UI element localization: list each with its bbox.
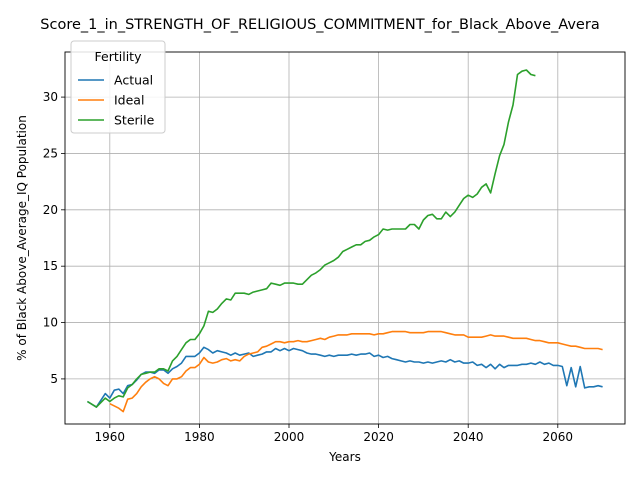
series-line-actual	[86, 346, 603, 408]
legend-frame	[70, 40, 166, 134]
x-axis: 1960 1980 2000 2020 2040 2060	[95, 424, 574, 444]
y-axis: 5 10 15 20 25 30	[43, 90, 65, 386]
y-tick-label: 10	[43, 316, 58, 330]
y-axis-label: % of Black Above_Average_IQ Population	[15, 115, 29, 361]
legend-title: Fertility	[95, 49, 143, 64]
y-tick-label: 30	[43, 90, 58, 104]
grid	[65, 52, 625, 424]
x-tick-label: 2060	[543, 430, 574, 444]
chart-title: Score_1_in_STRENGTH_OF_RELIGIOUS_COMMITM…	[40, 17, 599, 33]
y-tick-label: 20	[43, 203, 58, 217]
y-tick-label: 5	[50, 372, 58, 386]
plot-frame	[64, 51, 626, 425]
x-axis-label: Years	[328, 450, 361, 464]
x-tick-label: 2040	[453, 430, 484, 444]
x-tick-label: 2000	[274, 430, 305, 444]
legend: Fertility Actual Ideal Sterile	[70, 40, 166, 134]
x-tick-label: 1960	[95, 430, 126, 444]
series-line-ideal	[109, 330, 603, 413]
legend-label-sterile: Sterile	[114, 113, 155, 128]
x-tick-label: 1980	[184, 430, 215, 444]
legend-label-actual: Actual	[114, 73, 153, 88]
x-tick-label: 2020	[363, 430, 394, 444]
series-line-sterile	[86, 69, 536, 408]
series-layer	[86, 69, 603, 413]
y-tick-label: 15	[43, 259, 58, 273]
y-tick-label: 25	[43, 146, 58, 160]
legend-label-ideal: Ideal	[114, 93, 144, 108]
